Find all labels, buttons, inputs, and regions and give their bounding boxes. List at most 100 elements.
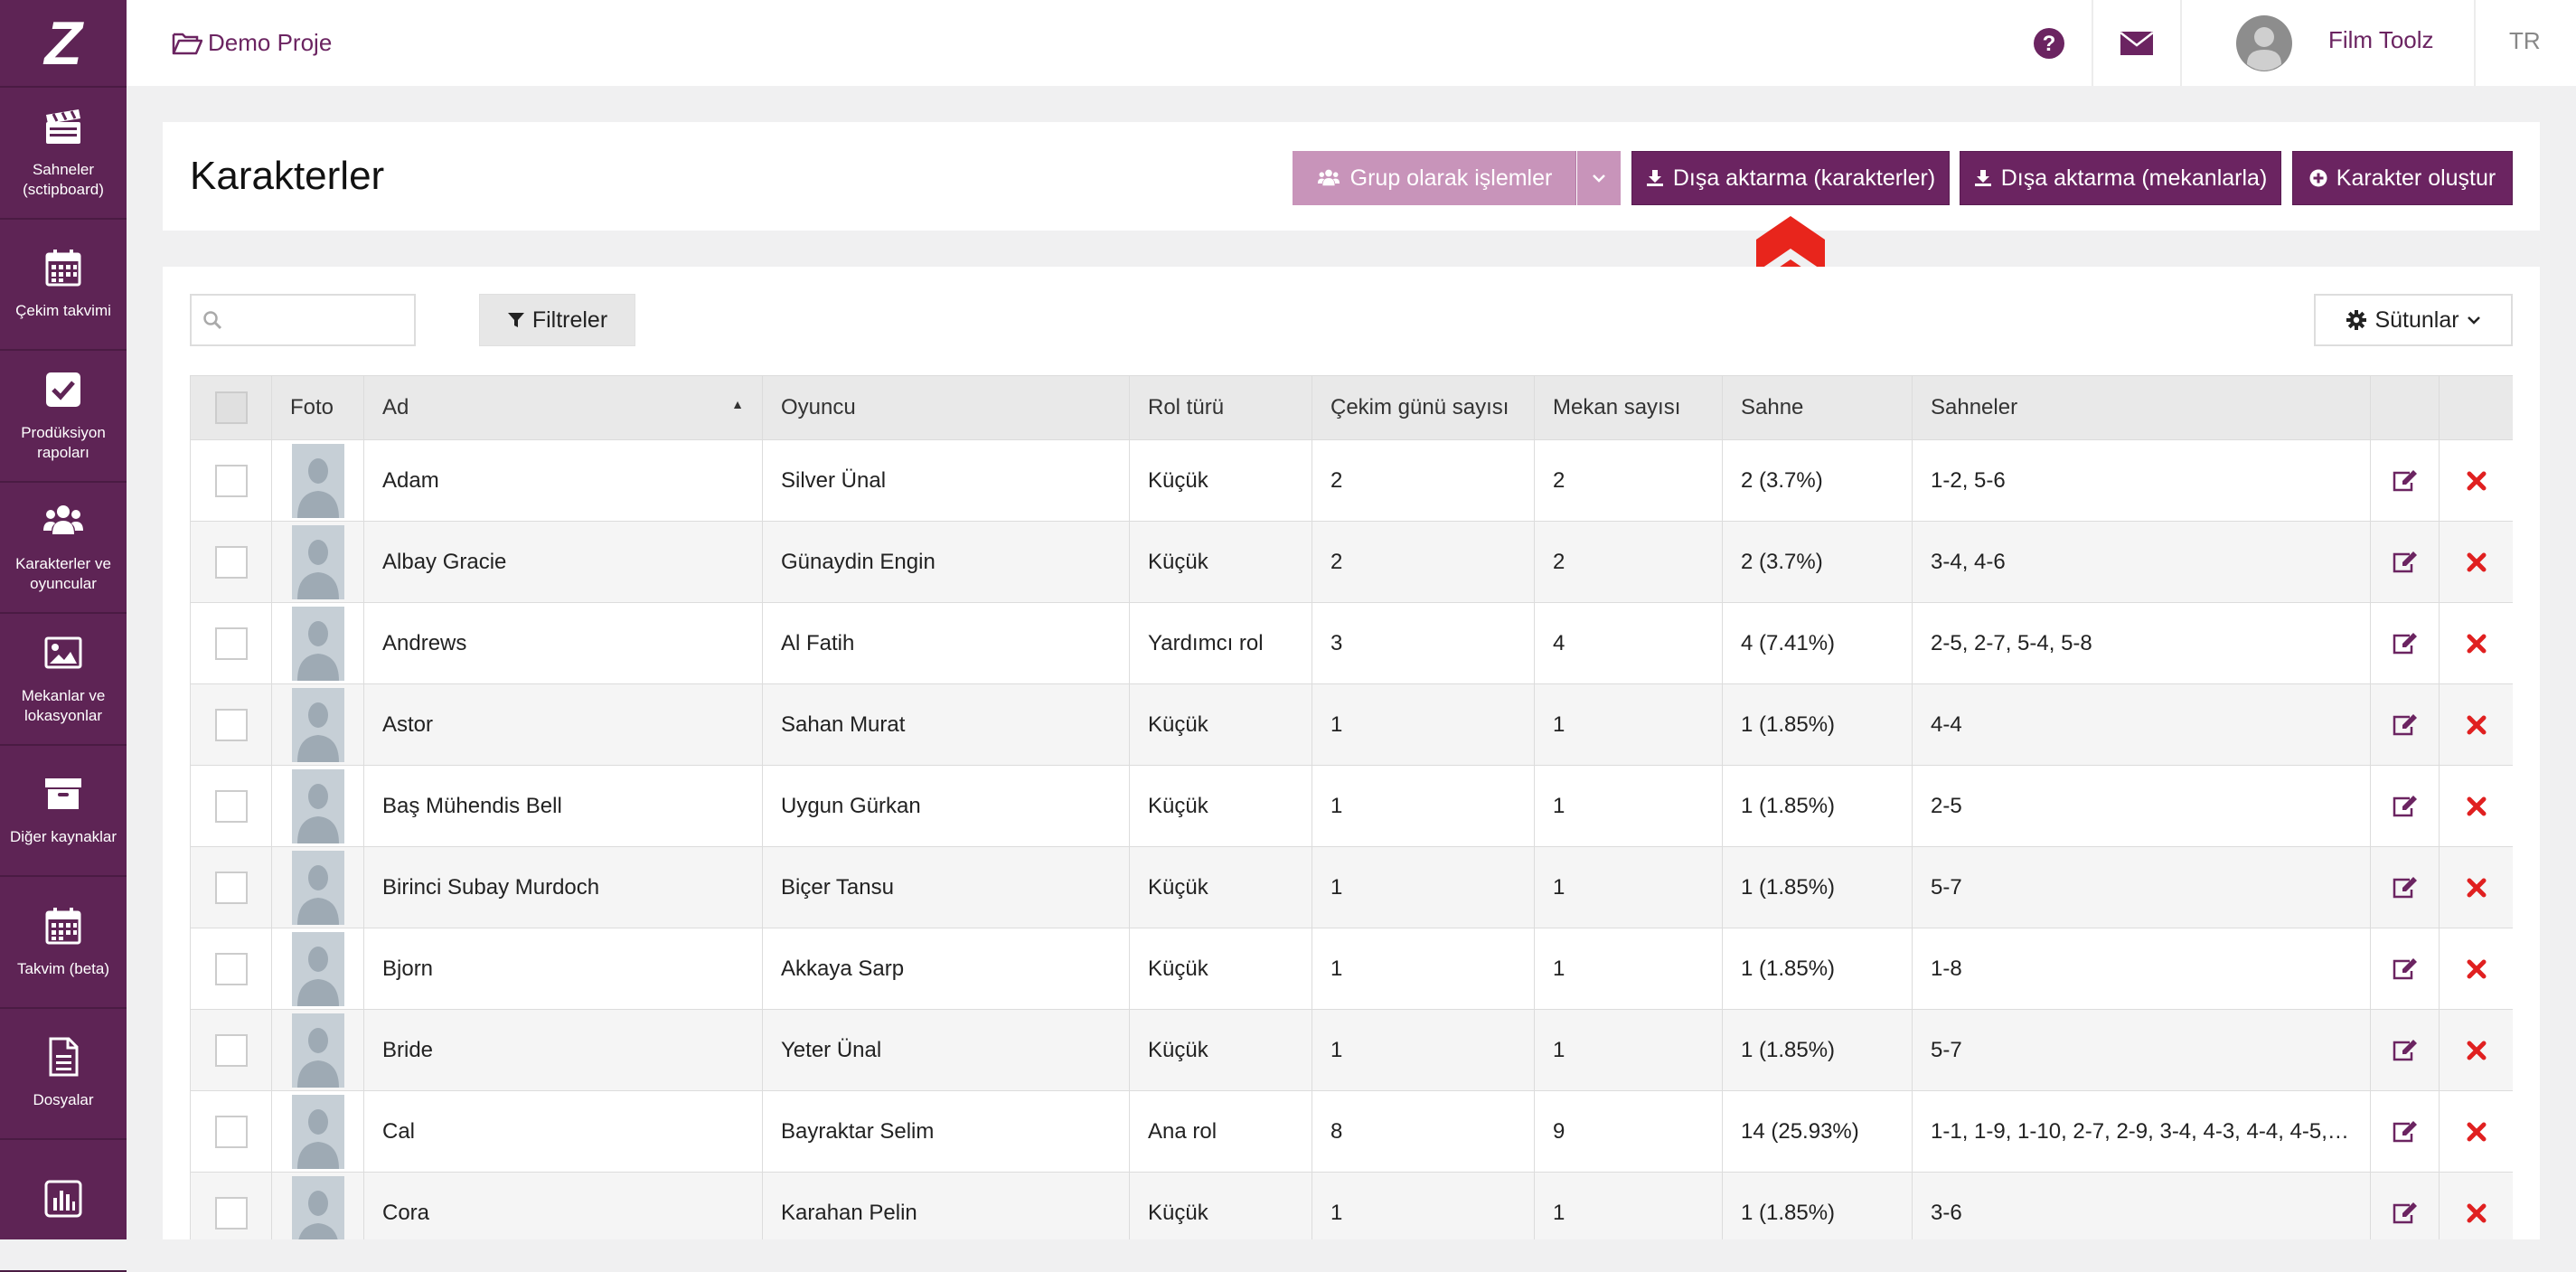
language-switch[interactable]: TR — [2509, 26, 2541, 54]
name-cell[interactable]: Birinci Subay Murdoch — [363, 846, 763, 928]
table-row[interactable]: Andrews Al Fatih Yardımcı rol 3 4 4 (7.41%) 2-… — [190, 602, 2513, 684]
column-header-scene[interactable]: Sahne — [1722, 375, 1913, 440]
character-photo — [291, 443, 344, 518]
scenes-cell: 2-5 — [1912, 765, 2371, 847]
sidebar-item-characters[interactable]: Karakterler ve oyuncular — [0, 483, 127, 614]
edit-button[interactable] — [2372, 1201, 2439, 1225]
filters-button[interactable]: Filtreler — [479, 294, 635, 346]
photo-cell — [271, 1009, 364, 1091]
delete-button[interactable] — [2440, 715, 2513, 735]
delete-button[interactable] — [2440, 878, 2513, 898]
table-row[interactable]: Bride Yeter Ünal Küçük 1 1 1 (1.85%) 5-7 — [190, 1009, 2513, 1091]
row-checkbox[interactable] — [214, 545, 248, 579]
table-row[interactable]: Bjorn Akkaya Sarp Küçük 1 1 1 (1.85%) 1-8 — [190, 928, 2513, 1010]
row-checkbox[interactable] — [214, 627, 248, 660]
export-characters-button[interactable]: Dışa aktarma (karakterler) — [1631, 151, 1950, 205]
scenes-cell: 2-5, 2-7, 5-4, 5-8 — [1912, 602, 2371, 684]
search-box[interactable] — [190, 294, 416, 346]
sidebar-item-shooting-schedule[interactable]: Çekim takvimi — [0, 220, 127, 351]
table-row[interactable]: Astor Sahan Murat Küçük 1 1 1 (1.85%) 4-4 — [190, 683, 2513, 766]
name-cell[interactable]: Bride — [363, 1009, 763, 1091]
edit-button[interactable] — [2372, 713, 2439, 737]
search-input[interactable] — [230, 301, 414, 339]
table-row[interactable]: Cal Bayraktar Selim Ana rol 8 9 14 (25.93%) 1-… — [190, 1090, 2513, 1173]
name-cell[interactable]: Cora — [363, 1172, 763, 1239]
column-header-photo[interactable]: Foto — [271, 375, 364, 440]
column-header-name[interactable]: Ad ▲ — [363, 375, 763, 440]
name-cell[interactable]: Bjorn — [363, 928, 763, 1010]
sidebar-item-reports[interactable] — [0, 1140, 127, 1272]
sidebar-item-locations[interactable]: Mekanlar ve lokasyonlar — [0, 614, 127, 746]
column-header-actor[interactable]: Oyuncu — [762, 375, 1130, 440]
delete-icon — [2467, 1122, 2486, 1141]
export-locations-label: Dışa aktarma (mekanlarla) — [2000, 165, 2268, 191]
user-name[interactable]: Film Toolz — [2328, 25, 2434, 53]
row-checkbox[interactable] — [214, 1115, 248, 1148]
edit-button[interactable] — [2372, 632, 2439, 655]
delete-button[interactable] — [2440, 552, 2513, 572]
table-row[interactable]: Birinci Subay Murdoch Biçer Tansu Küçük 1 1 1… — [190, 846, 2513, 928]
row-checkbox[interactable] — [214, 1033, 248, 1067]
edit-button[interactable] — [2372, 1120, 2439, 1144]
export-locations-button[interactable]: Dışa aktarma (mekanlarla) — [1960, 151, 2281, 205]
table-row[interactable]: Adam Silver Ünal Küçük 2 2 2 (3.7%) 1-2, 5-6 — [190, 439, 2513, 522]
row-checkbox[interactable] — [214, 708, 248, 741]
edit-button[interactable] — [2372, 876, 2439, 900]
row-select-cell — [190, 1090, 272, 1173]
help-button[interactable]: ? — [2007, 0, 2092, 86]
actor-cell: Silver Ünal — [762, 439, 1130, 522]
row-select-cell — [190, 1009, 272, 1091]
edit-cell — [2370, 521, 2440, 603]
row-checkbox[interactable] — [214, 789, 248, 823]
name-cell[interactable]: Albay Gracie — [363, 521, 763, 603]
row-checkbox[interactable] — [214, 871, 248, 904]
group-actions-dropdown[interactable] — [1577, 151, 1621, 205]
name-cell[interactable]: Astor — [363, 683, 763, 766]
edit-button[interactable] — [2372, 1039, 2439, 1062]
edit-button[interactable] — [2372, 957, 2439, 981]
create-character-button[interactable]: Karakter oluştur — [2292, 151, 2513, 205]
sidebar-item-calendar-beta[interactable]: Takvim (beta) — [0, 877, 127, 1009]
column-header-location-count[interactable]: Mekan sayısı — [1534, 375, 1723, 440]
messages-button[interactable] — [2093, 0, 2180, 86]
table-row[interactable]: Albay Gracie Günaydin Engin Küçük 2 2 2 (3.7%… — [190, 521, 2513, 603]
column-header-scenes[interactable]: Sahneler — [1912, 375, 2371, 440]
project-breadcrumb[interactable]: Demo Proje — [172, 0, 332, 86]
table-row[interactable]: Cora Karahan Pelin Küçük 1 1 1 (1.85%) 3-6 — [190, 1172, 2513, 1239]
name-cell[interactable]: Andrews — [363, 602, 763, 684]
delete-button[interactable] — [2440, 634, 2513, 654]
edit-cell — [2370, 602, 2440, 684]
sidebar-item-production-reports[interactable]: Prodüksiyon rapoları — [0, 351, 127, 483]
name-cell[interactable]: Adam — [363, 439, 763, 522]
delete-button[interactable] — [2440, 796, 2513, 816]
name-cell[interactable]: Baş Mühendis Bell — [363, 765, 763, 847]
column-header-shoot-days[interactable]: Çekim günü sayısı — [1312, 375, 1535, 440]
app-logo[interactable]: Z — [0, 0, 127, 88]
row-checkbox[interactable] — [214, 952, 248, 985]
location-count-cell: 1 — [1534, 928, 1723, 1010]
sidebar-item-other-resources[interactable]: Diğer kaynaklar — [0, 746, 127, 877]
scene-cell: 2 (3.7%) — [1722, 521, 1913, 603]
delete-button[interactable] — [2440, 1041, 2513, 1060]
sidebar-item-scenes[interactable]: Sahneler (sctipboard) — [0, 88, 127, 220]
delete-button[interactable] — [2440, 1203, 2513, 1223]
clapperboard-icon — [46, 108, 80, 144]
delete-button[interactable] — [2440, 471, 2513, 491]
user-avatar[interactable] — [2236, 0, 2292, 86]
delete-icon — [2467, 1041, 2486, 1060]
row-checkbox[interactable] — [214, 464, 248, 497]
sidebar-item-files[interactable]: Dosyalar — [0, 1009, 127, 1140]
edit-button[interactable] — [2372, 795, 2439, 818]
table-row[interactable]: Baş Mühendis Bell Uygun Gürkan Küçük 1 1 1 (1… — [190, 765, 2513, 847]
row-checkbox[interactable] — [214, 1196, 248, 1230]
columns-button[interactable]: Sütunlar — [2314, 294, 2513, 346]
delete-button[interactable] — [2440, 1122, 2513, 1142]
edit-button[interactable] — [2372, 551, 2439, 574]
delete-button[interactable] — [2440, 959, 2513, 979]
delete-icon — [2467, 634, 2486, 653]
edit-button[interactable] — [2372, 469, 2439, 493]
group-actions-button[interactable]: Grup olarak işlemler — [1293, 151, 1576, 205]
select-all-checkbox[interactable] — [214, 391, 248, 424]
column-header-role-type[interactable]: Rol türü — [1129, 375, 1312, 440]
name-cell[interactable]: Cal — [363, 1090, 763, 1173]
